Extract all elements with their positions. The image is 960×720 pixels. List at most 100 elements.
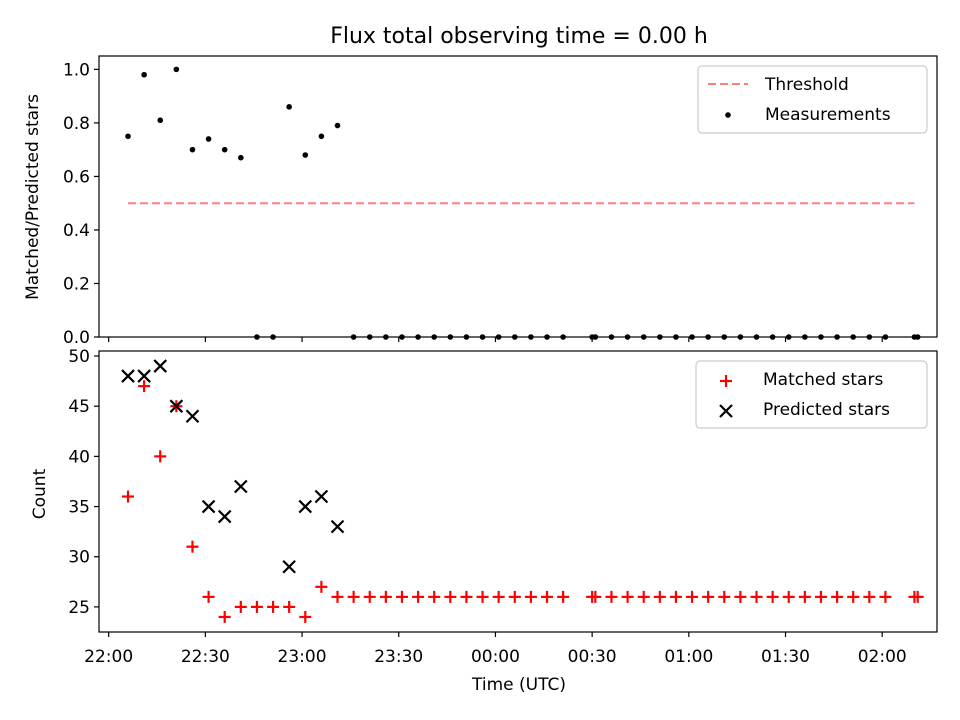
matched-star-point	[831, 590, 844, 603]
measurement-point	[850, 334, 856, 340]
matched-star-point	[766, 590, 779, 603]
x-stroke-b	[153, 359, 168, 373]
x-stroke-b	[121, 369, 135, 383]
matched-star-point	[122, 490, 135, 503]
top-ylabel: Matched/Predicted stars	[23, 94, 43, 300]
measurement-point	[447, 334, 454, 340]
measurement-point	[785, 334, 792, 340]
matched-star-point	[283, 600, 296, 613]
measurement-point	[238, 154, 244, 161]
predicted-legend-label: Predicted stars	[763, 400, 890, 420]
matched-legend-label: Matched stars	[763, 370, 883, 390]
matched-star-point	[428, 590, 441, 603]
matched-star-point	[476, 590, 489, 603]
matched-star-point	[299, 610, 312, 623]
measurement-point	[737, 334, 744, 340]
measurement-point	[350, 334, 357, 340]
y-tick-label: 0.8	[63, 114, 90, 134]
bottom-plot-area	[98, 350, 938, 633]
measurement-point	[818, 334, 824, 340]
measurement-point	[125, 133, 131, 140]
measurement-point	[882, 334, 889, 340]
measurement-point	[495, 334, 502, 340]
matched-star-point	[154, 450, 167, 463]
y-tick-label: 0.6	[63, 167, 90, 187]
threshold-legend-label: Threshold	[764, 75, 849, 95]
measurement-point	[689, 334, 695, 340]
x-stroke-b	[137, 369, 151, 383]
x-stroke-b	[169, 399, 184, 413]
x-tick-label: 01:00	[664, 647, 713, 667]
measurement-point	[286, 104, 292, 110]
matched-star-point	[879, 590, 892, 603]
measurement-point	[141, 71, 147, 78]
matched-star-point	[347, 590, 360, 603]
measurement-point	[189, 146, 196, 153]
matched-star-point	[782, 590, 795, 603]
matched-star-point	[186, 540, 199, 553]
matched-star-point	[218, 610, 231, 623]
y-tick-label: 0.2	[63, 274, 90, 294]
x-tick-label: 00:30	[568, 647, 617, 667]
measurement-point	[673, 334, 679, 340]
matched-star-point	[605, 590, 618, 603]
measurement-point	[431, 334, 438, 340]
bottom-y-ticks: 25 30 35 40 45 50	[68, 347, 99, 618]
matched-star-point	[847, 590, 860, 603]
measurement-point	[721, 334, 728, 340]
matched-star-point	[395, 590, 408, 603]
matched-star-point	[315, 580, 328, 593]
predicted-star-point	[330, 519, 345, 534]
matched-star-point	[541, 590, 554, 603]
x-stroke-b	[298, 499, 313, 514]
measurement-point	[157, 117, 164, 124]
measurement-point	[705, 334, 711, 340]
matched-star-point	[669, 590, 682, 603]
matched-star-point	[412, 590, 425, 603]
matched-star-point	[814, 590, 827, 603]
matched-star-point	[492, 590, 505, 603]
bottom-legend-box	[695, 360, 928, 429]
x-stroke-b	[330, 519, 345, 534]
measurement-point	[399, 334, 405, 340]
top-panel: Matched/Predicted stars 0.0 0.2 0.4 0.6 0.8 1…	[23, 55, 938, 348]
x-tick-label: 01:30	[761, 647, 810, 667]
top-y-ticks: 0.0 0.2 0.4 0.6 0.8 1.0	[63, 60, 99, 348]
matched-star-point	[863, 590, 876, 603]
measurements-legend-label: Measurements	[765, 105, 891, 125]
predicted-star-point	[153, 359, 168, 373]
measurement-point	[560, 334, 566, 340]
predicted-star-point	[121, 369, 135, 383]
matched-star-point	[138, 380, 151, 393]
matched-legend-swatch	[720, 375, 732, 387]
bottom-ylabel: Count	[30, 468, 50, 519]
measurement-point	[415, 334, 421, 340]
matched-star-point	[379, 590, 392, 603]
predicted-star-point	[217, 509, 232, 524]
y-tick-label: 1.0	[63, 60, 90, 80]
matched-star-point	[460, 590, 473, 603]
top-plot-area	[98, 55, 938, 338]
measurement-point	[366, 334, 373, 340]
x-tick-label: 23:00	[278, 647, 327, 667]
predicted-star-point	[298, 499, 313, 514]
x-stroke-b	[201, 499, 216, 514]
measurement-point	[802, 334, 808, 340]
top-x-ticks	[108, 337, 883, 342]
matched-star-point	[508, 590, 521, 603]
y-tick-label: 25	[68, 598, 90, 618]
matched-star-point	[702, 590, 715, 603]
measurement-point	[834, 334, 840, 340]
x-stroke-b	[217, 509, 232, 524]
y-tick-label: 0.0	[63, 328, 90, 348]
matched-star-point	[363, 590, 376, 603]
predicted-star-point	[137, 369, 151, 383]
matched-star-point	[911, 590, 924, 603]
measurement-point	[511, 334, 518, 340]
matched-star-point	[750, 590, 763, 603]
top-legend: Threshold Measurements	[697, 65, 928, 134]
measurement-point	[624, 334, 631, 340]
predicted-star-point	[234, 479, 248, 494]
measurement-point	[866, 334, 873, 340]
